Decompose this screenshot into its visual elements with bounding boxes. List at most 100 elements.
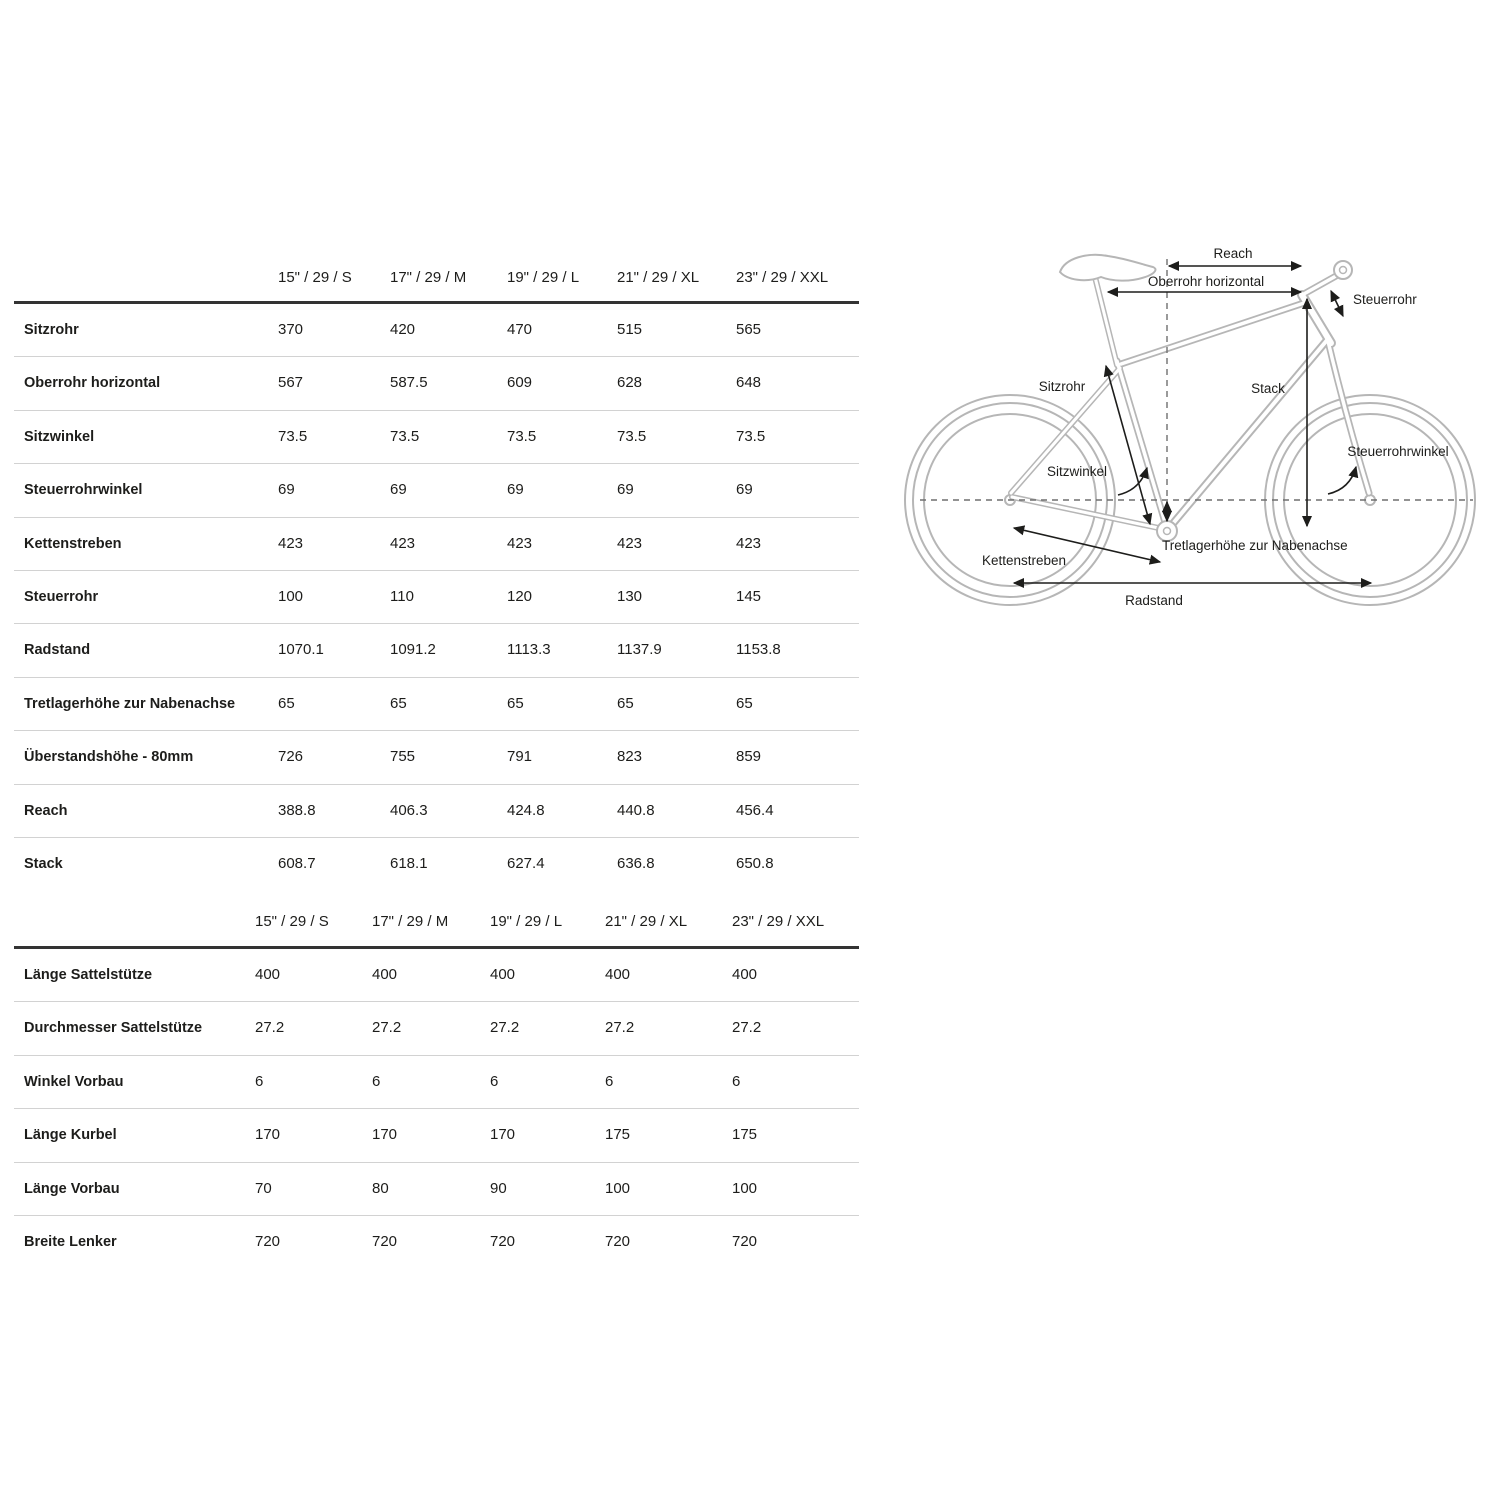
spec-row: Sitzwinkel 73.5 73.5 73.5 73.5 73.5 (14, 411, 859, 465)
spec-value: 636.8 (617, 854, 655, 872)
spec-value: 1091.2 (390, 641, 436, 659)
spec-value: 423 (617, 534, 643, 552)
spec-value: 6 (732, 1072, 741, 1090)
spec-value: 587.5 (390, 374, 428, 392)
spec-value: 1113.3 (507, 641, 551, 659)
spec-value: 608.7 (278, 854, 316, 872)
size-column-header: 19" / 29 / L (490, 913, 563, 930)
spec-value: 406.3 (390, 801, 428, 819)
spec-value: 65 (390, 694, 407, 712)
spec-value: 65 (278, 694, 295, 712)
spec-label: Radstand (24, 642, 91, 659)
spec-row: Länge Vorbau 70 80 90 100 100 (14, 1163, 859, 1216)
spec-label: Sitzwinkel (24, 428, 95, 445)
spec-value: 726 (278, 748, 304, 766)
size-column-header: 21" / 29 / XL (617, 269, 700, 286)
geometry-table-header: 15" / 29 / S 17" / 29 / M 19" / 29 / L 2… (14, 254, 859, 304)
spec-value: 423 (507, 534, 533, 552)
spec-value: 120 (507, 587, 533, 605)
spec-value: 400 (490, 966, 516, 983)
spec-value: 755 (390, 748, 416, 766)
spec-value: 424.8 (507, 801, 545, 819)
spec-row: Kettenstreben 423 423 423 423 423 (14, 518, 859, 571)
size-column-header: 21" / 29 / XL (605, 913, 688, 930)
spec-label: Steuerrohr (24, 588, 99, 605)
spec-value: 69 (390, 481, 407, 499)
spec-value: 90 (490, 1179, 507, 1197)
spec-label: Oberrohr horizontal (24, 375, 161, 392)
size-column-header: 17" / 29 / M (372, 913, 449, 930)
spec-value: 65 (617, 694, 634, 712)
spec-value: 100 (732, 1179, 758, 1197)
spec-value: 609 (507, 374, 533, 392)
spec-label: Überstandshöhe - 80mm (24, 749, 194, 766)
spec-value: 1070.1 (278, 641, 324, 659)
spec-value: 400 (732, 966, 758, 983)
spec-value: 6 (255, 1072, 264, 1090)
spec-value: 440.8 (617, 801, 655, 819)
spec-row: Länge Sattelstütze 400 400 400 400 400 (14, 949, 859, 1003)
seattube-label: Sitzrohr (1039, 379, 1086, 394)
spec-value: 130 (617, 587, 643, 605)
spec-value: 27.2 (605, 1019, 635, 1037)
spec-value: 388.8 (278, 801, 316, 819)
spec-value: 400 (605, 966, 631, 983)
spec-value: 6 (372, 1072, 381, 1090)
spec-value: 6 (490, 1072, 499, 1090)
spec-value: 27.2 (372, 1019, 402, 1037)
size-column-header: 23" / 29 / XXL (732, 913, 825, 930)
spec-value: 423 (390, 534, 416, 552)
headangle-arc (1327, 465, 1359, 495)
spec-row: Breite Lenker 720 720 720 720 720 (14, 1216, 859, 1268)
spec-value: 170 (255, 1126, 281, 1144)
spec-value: 456.4 (736, 801, 774, 819)
spec-value: 175 (605, 1126, 631, 1144)
spec-label: Winkel Vorbau (24, 1073, 124, 1090)
spec-label: Länge Vorbau (24, 1180, 120, 1197)
spec-value: 1153.8 (736, 641, 781, 659)
spec-value: 400 (372, 966, 398, 983)
header-spacer (14, 898, 255, 946)
spec-value: 65 (507, 694, 524, 712)
spec-label: Reach (24, 802, 68, 819)
spec-label: Breite Lenker (24, 1233, 117, 1250)
spec-value: 170 (372, 1126, 398, 1144)
spec-value: 423 (278, 534, 304, 552)
spec-row: Oberrohr horizontal 567 587.5 609 628 64… (14, 357, 859, 411)
saddle (1058, 253, 1157, 282)
spec-value: 618.1 (390, 854, 428, 872)
spec-value: 370 (278, 321, 304, 338)
spec-value: 69 (507, 481, 524, 499)
bbdrop-label: Tretlagerhöhe zur Nabenachse (1162, 538, 1348, 553)
spec-value: 6 (605, 1072, 614, 1090)
spec-value: 27.2 (255, 1019, 285, 1037)
spec-value: 69 (278, 481, 295, 499)
spec-value: 100 (605, 1179, 631, 1197)
spec-row: Reach 388.8 406.3 424.8 440.8 456.4 (14, 785, 859, 838)
spec-value: 565 (736, 321, 762, 338)
spec-value: 73.5 (278, 427, 308, 445)
spec-row: Winkel Vorbau 6 6 6 6 6 (14, 1056, 859, 1110)
stack-label: Stack (1251, 381, 1285, 396)
chainstay-arrow (1012, 525, 1162, 565)
reach-label: Reach (1213, 246, 1252, 261)
reference-dashed-lines (920, 259, 1473, 523)
spec-value: 400 (255, 966, 281, 983)
spec-value: 145 (736, 587, 762, 605)
spec-row: Sitzrohr 370 420 470 515 565 (14, 304, 859, 358)
spec-value: 73.5 (390, 427, 420, 445)
size-column-header: 19" / 29 / L (507, 269, 580, 286)
spec-value: 69 (736, 481, 753, 499)
seatangle-arc (1117, 466, 1149, 496)
spec-row: Steuerrohrwinkel 69 69 69 69 69 (14, 464, 859, 518)
chainstay-label: Kettenstreben (982, 553, 1066, 568)
spec-value: 648 (736, 374, 762, 392)
spec-value: 420 (390, 321, 416, 338)
spec-row: Tretlagerhöhe zur Nabenachse 65 65 65 65… (14, 678, 859, 732)
components-table-header: 15" / 29 / S 17" / 29 / M 19" / 29 / L 2… (14, 898, 859, 949)
spec-row: Steuerrohr 100 110 120 130 145 (14, 571, 859, 625)
wheelbase-label: Radstand (1125, 593, 1183, 608)
spec-value: 628 (617, 374, 643, 392)
spec-row: Stack 608.7 618.1 627.4 636.8 650.8 (14, 838, 859, 890)
spec-label: Tretlagerhöhe zur Nabenachse (24, 695, 236, 712)
